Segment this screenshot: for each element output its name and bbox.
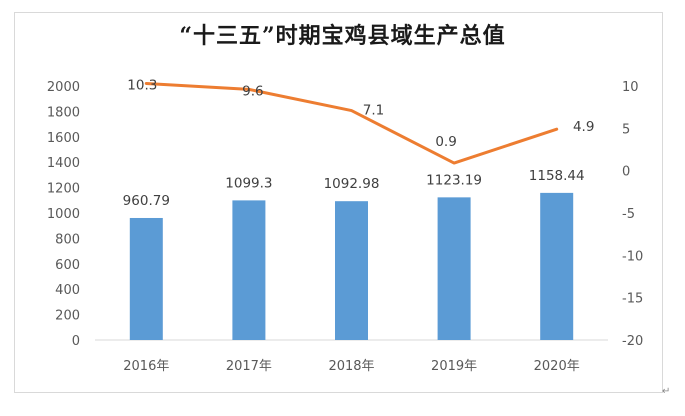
line-value-label: 9.6 [242, 83, 263, 99]
x-tick-label: 2017年 [226, 359, 272, 374]
y-right-tick-label: 5 [622, 122, 630, 137]
x-tick-label: 2020年 [534, 359, 580, 374]
y-right-tick-label: 0 [622, 165, 630, 180]
bar [232, 200, 266, 340]
y-left-tick-label: 800 [55, 232, 80, 247]
y-left-tick-label: 2000 [47, 80, 80, 95]
line-value-label: 7.1 [363, 103, 384, 119]
return-mark: ↵ [662, 386, 671, 397]
y-left-tick-label: 1000 [47, 207, 80, 222]
y-left-tick-label: 600 [55, 258, 80, 273]
bar [335, 201, 368, 340]
x-tick-label: 2016年 [123, 359, 169, 374]
chart-title: “十三五”时期宝鸡县域生产总值 [179, 23, 506, 49]
line-value-label: 10.3 [127, 77, 157, 93]
line-value-label: 0.9 [435, 134, 456, 150]
bar-value-label: 1123.19 [426, 172, 482, 188]
y-left-tick-label: 0 [72, 334, 80, 349]
y-left-tick-label: 1200 [47, 182, 80, 197]
bar [437, 197, 471, 340]
y-right-tick-label: -20 [622, 334, 643, 349]
bar [540, 192, 574, 340]
y-left-tick-label: 1600 [47, 131, 80, 146]
bar [129, 217, 163, 340]
line-value-label: 4.9 [573, 119, 594, 135]
x-tick-label: 2018年 [328, 359, 374, 374]
growth-rate-line [144, 81, 559, 165]
bar-value-label: 1099.3 [225, 175, 272, 191]
x-tick-label: 2019年 [431, 359, 477, 374]
y-left-tick-label: 1400 [47, 156, 80, 171]
y-right-tick-label: -15 [622, 292, 643, 307]
y-right-tick-label: -5 [622, 207, 635, 222]
y-right-tick-label: 10 [622, 80, 639, 95]
y-left-tick-label: 1800 [47, 105, 80, 120]
y-left-tick-label: 200 [55, 309, 80, 324]
y-left-tick-label: 400 [55, 283, 80, 298]
bar-value-label: 1158.44 [529, 168, 585, 184]
bar-value-label: 1092.98 [324, 176, 380, 192]
bar-value-label: 960.79 [123, 193, 170, 209]
y-right-tick-label: -10 [622, 249, 643, 264]
